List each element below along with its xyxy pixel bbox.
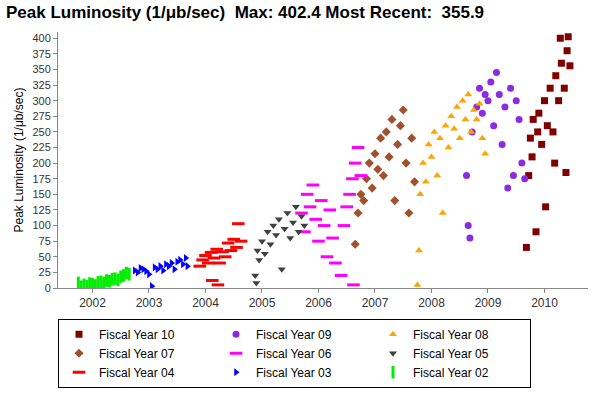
- svg-text:2005: 2005: [249, 296, 276, 310]
- svg-text:400: 400: [32, 32, 50, 44]
- svg-text:Fiscal Year 03: Fiscal Year 03: [256, 366, 332, 380]
- svg-text:150: 150: [32, 188, 50, 200]
- svg-text:300: 300: [32, 95, 50, 107]
- svg-text:2006: 2006: [305, 296, 332, 310]
- svg-text:200: 200: [32, 157, 50, 169]
- svg-text:100: 100: [32, 219, 50, 231]
- svg-text:375: 375: [32, 48, 50, 60]
- svg-text:Fiscal Year 02: Fiscal Year 02: [413, 366, 489, 380]
- svg-text:2004: 2004: [192, 296, 219, 310]
- svg-text:275: 275: [32, 110, 50, 122]
- svg-text:75: 75: [39, 235, 51, 247]
- svg-text:Peak Luminosity (1/μb/sec): Peak Luminosity (1/μb/sec): [12, 88, 26, 233]
- svg-text:2003: 2003: [136, 296, 163, 310]
- svg-text:125: 125: [32, 204, 50, 216]
- svg-text:2008: 2008: [418, 296, 445, 310]
- svg-text:2002: 2002: [79, 296, 106, 310]
- svg-text:250: 250: [32, 126, 50, 138]
- svg-text:Fiscal Year 04: Fiscal Year 04: [99, 366, 175, 380]
- svg-text:Fiscal Year 10: Fiscal Year 10: [99, 328, 175, 342]
- svg-text:Fiscal Year 05: Fiscal Year 05: [413, 347, 489, 361]
- svg-text:2009: 2009: [475, 296, 502, 310]
- svg-text:2010: 2010: [531, 296, 558, 310]
- svg-text:Fiscal Year 06: Fiscal Year 06: [256, 347, 332, 361]
- svg-text:Fiscal Year 09: Fiscal Year 09: [256, 328, 332, 342]
- svg-text:225: 225: [32, 141, 50, 153]
- svg-text:Peak Luminosity (1/μb/sec) Ma: Peak Luminosity (1/μb/sec) Max: 402.4 Mo…: [6, 3, 484, 22]
- svg-text:350: 350: [32, 63, 50, 75]
- svg-text:Fiscal Year 08: Fiscal Year 08: [413, 328, 489, 342]
- svg-text:Fiscal Year 07: Fiscal Year 07: [99, 347, 175, 361]
- svg-text:0: 0: [45, 282, 51, 294]
- svg-text:325: 325: [32, 79, 50, 91]
- svg-text:2007: 2007: [362, 296, 389, 310]
- svg-text:175: 175: [32, 173, 50, 185]
- svg-text:50: 50: [39, 251, 51, 263]
- svg-text:25: 25: [39, 266, 51, 278]
